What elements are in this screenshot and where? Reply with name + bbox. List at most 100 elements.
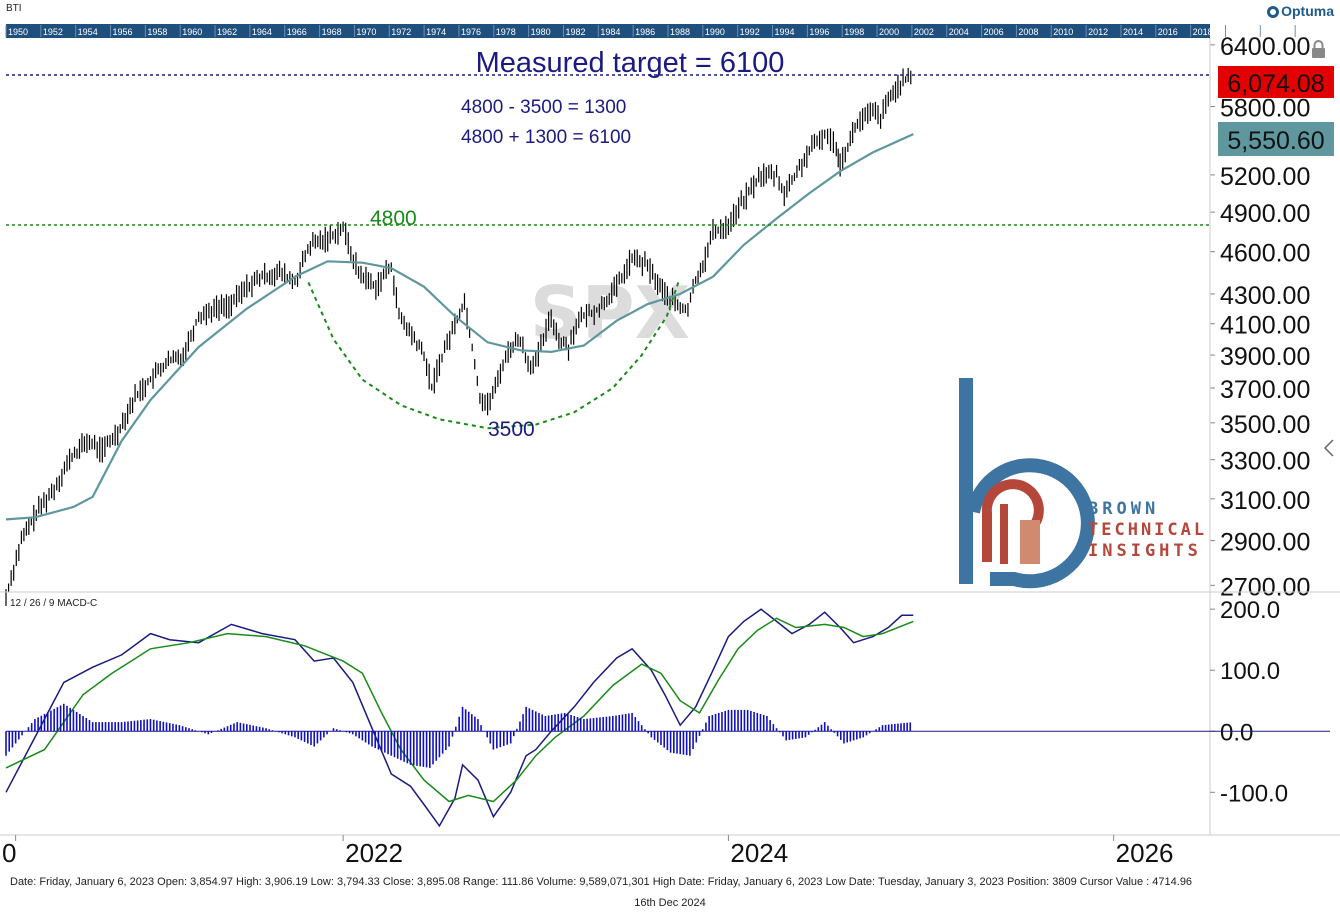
price-tick-label: 2700.00 bbox=[1220, 573, 1310, 601]
optuma-logo: Optuma bbox=[1267, 3, 1334, 19]
low-label: 3500 bbox=[488, 418, 535, 441]
logo-inner-block bbox=[1020, 520, 1040, 564]
macd-histogram bbox=[5, 703, 912, 768]
timeline-year-2002: 2002 bbox=[914, 27, 934, 37]
timeline-year-1964: 1964 bbox=[252, 27, 272, 37]
logo-text-brown: BROWN bbox=[1088, 499, 1159, 519]
timeline-strip[interactable] bbox=[6, 24, 1210, 38]
timeline-year-labels: 1950 1952 1954 1956 1958 1960 1962 1964 1966 1968… bbox=[5, 25, 1317, 37]
macd-tick-label: 200.0 bbox=[1220, 597, 1280, 624]
timeline-year-1986: 1986 bbox=[635, 27, 655, 37]
logo-inner-stem bbox=[1000, 504, 1008, 564]
timeline-year-1950: 1950 bbox=[8, 27, 28, 37]
timeline-year-1962: 1962 bbox=[217, 27, 237, 37]
timeline-year-1972: 1972 bbox=[391, 27, 411, 37]
price-bars bbox=[5, 67, 912, 606]
timeline-year-2008: 2008 bbox=[1018, 27, 1038, 37]
price-tick-label: 3300.00 bbox=[1220, 448, 1310, 476]
x-tick-label: 2024 bbox=[730, 838, 788, 868]
ma-price-value: 5,550.60 bbox=[1227, 127, 1324, 155]
timeline-year-1952: 1952 bbox=[43, 27, 63, 37]
timeline-year-2020: 2020 bbox=[1227, 27, 1247, 37]
timeline-year-2018: 2018 bbox=[1193, 27, 1213, 37]
timeline-year-2012: 2012 bbox=[1088, 27, 1108, 37]
logo-stem bbox=[959, 378, 973, 584]
timeline-year-2006: 2006 bbox=[984, 27, 1004, 37]
timeline-year-1994: 1994 bbox=[775, 27, 795, 37]
resistance-label: 4800 bbox=[370, 207, 417, 230]
measured-target-title: Measured target = 6100 bbox=[476, 47, 785, 79]
price-tick-label: 4300.00 bbox=[1220, 282, 1310, 310]
timeline-year-1968: 1968 bbox=[322, 27, 342, 37]
price-tick-label: 5800.00 bbox=[1220, 95, 1310, 123]
timeline-year-1976: 1976 bbox=[461, 27, 481, 37]
price-tick-label: 2900.00 bbox=[1220, 529, 1310, 557]
timeline-year-2016: 2016 bbox=[1158, 27, 1178, 37]
price-tick-label: 5200.00 bbox=[1220, 163, 1310, 191]
timeline-year-1988: 1988 bbox=[670, 27, 690, 37]
collapse-arrow-icon[interactable] bbox=[1323, 439, 1334, 457]
watermark-label: SPX bbox=[530, 271, 690, 355]
last-price-badge bbox=[1218, 66, 1334, 98]
timeline-year-1984: 1984 bbox=[600, 27, 620, 37]
optuma-icon bbox=[1267, 6, 1280, 18]
macd-tick-label: 100.0 bbox=[1220, 658, 1280, 685]
last-price-value: 6,074.08 bbox=[1227, 70, 1324, 98]
timeline-year-1998: 1998 bbox=[844, 27, 864, 37]
price-tick-label: 3700.00 bbox=[1220, 376, 1310, 404]
timeline-year-1966: 1966 bbox=[287, 27, 307, 37]
moving-average-line bbox=[5, 133, 914, 521]
price-y-axis: 6400.00 5800.00 5200.00 4900.00 4600.00 4300.… bbox=[1210, 33, 1310, 601]
macd-tick-label: 0.0 bbox=[1220, 719, 1253, 746]
timeline-year-1970: 1970 bbox=[356, 27, 376, 37]
timeline-year-1960: 1960 bbox=[182, 27, 202, 37]
ma-price-badge bbox=[1218, 122, 1334, 156]
cursor-status-line: Date: Friday, January 6, 2023 Open: 3,85… bbox=[10, 876, 1193, 888]
logo-text-technical: TECHNICAL bbox=[1088, 520, 1207, 540]
footer-date: 16th Dec 2024 bbox=[634, 897, 706, 909]
price-lines bbox=[5, 67, 1210, 606]
calc-line-2: 4800 + 1300 = 6100 bbox=[461, 127, 631, 148]
brand-logo: BROWN TECHNICAL INSIGHTS bbox=[959, 378, 1207, 589]
price-tick-label: 4100.00 bbox=[1220, 312, 1310, 340]
rounded-bottom-arc-line bbox=[307, 281, 680, 430]
macd-tick-label: -100.0 bbox=[1220, 780, 1288, 807]
timeline-year-1978: 1978 bbox=[496, 27, 516, 37]
price-tick-label: 3100.00 bbox=[1220, 487, 1310, 515]
logo-bowl bbox=[966, 458, 1095, 589]
ticker-label: BTI bbox=[6, 3, 22, 14]
lock-icon[interactable] bbox=[1312, 40, 1325, 58]
timeline-year-1982: 1982 bbox=[565, 27, 585, 37]
price-tick-label: 3500.00 bbox=[1220, 411, 1310, 439]
timeline-year-1954: 1954 bbox=[78, 27, 98, 37]
x-axis-labels: 0 2022 2024 2026 bbox=[2, 835, 1174, 868]
price-tick-label: 4600.00 bbox=[1220, 240, 1310, 268]
x-tick-label: 2026 bbox=[1116, 838, 1174, 868]
x-tick-label: 2022 bbox=[345, 838, 403, 868]
timeline-year-2014: 2014 bbox=[1123, 27, 1143, 37]
timeline-year-2004: 2004 bbox=[949, 27, 969, 37]
macd-line bbox=[5, 608, 914, 828]
timeline-year-1956: 1956 bbox=[113, 27, 133, 37]
timeline-year-1958: 1958 bbox=[147, 27, 167, 37]
macd-panel-label: 12 / 26 / 9 MACD-C bbox=[10, 598, 98, 609]
timeline-year-2010: 2010 bbox=[1053, 27, 1073, 37]
timeline-year-2000: 2000 bbox=[879, 27, 899, 37]
signal-line bbox=[5, 617, 914, 803]
logo-inner-arc bbox=[981, 479, 1044, 562]
timeline-year-2024: 2024 bbox=[1297, 27, 1317, 37]
timeline-year-1990: 1990 bbox=[705, 27, 725, 37]
calc-line-1: 4800 - 3500 = 1300 bbox=[461, 97, 626, 118]
x-tick-label: 0 bbox=[2, 838, 16, 868]
macd-lines bbox=[5, 608, 914, 828]
logo-text-insights: INSIGHTS bbox=[1088, 541, 1202, 561]
price-tick-label: 6400.00 bbox=[1220, 33, 1310, 61]
price-tick-label: 4900.00 bbox=[1220, 200, 1310, 228]
price-tick-label: 3900.00 bbox=[1220, 343, 1310, 371]
timeline-year-1974: 1974 bbox=[426, 27, 446, 37]
timeline-year-1980: 1980 bbox=[531, 27, 551, 37]
timeline-year-1992: 1992 bbox=[740, 27, 760, 37]
timeline-year-1996: 1996 bbox=[809, 27, 829, 37]
timeline-year-2022: 2022 bbox=[1262, 27, 1282, 37]
